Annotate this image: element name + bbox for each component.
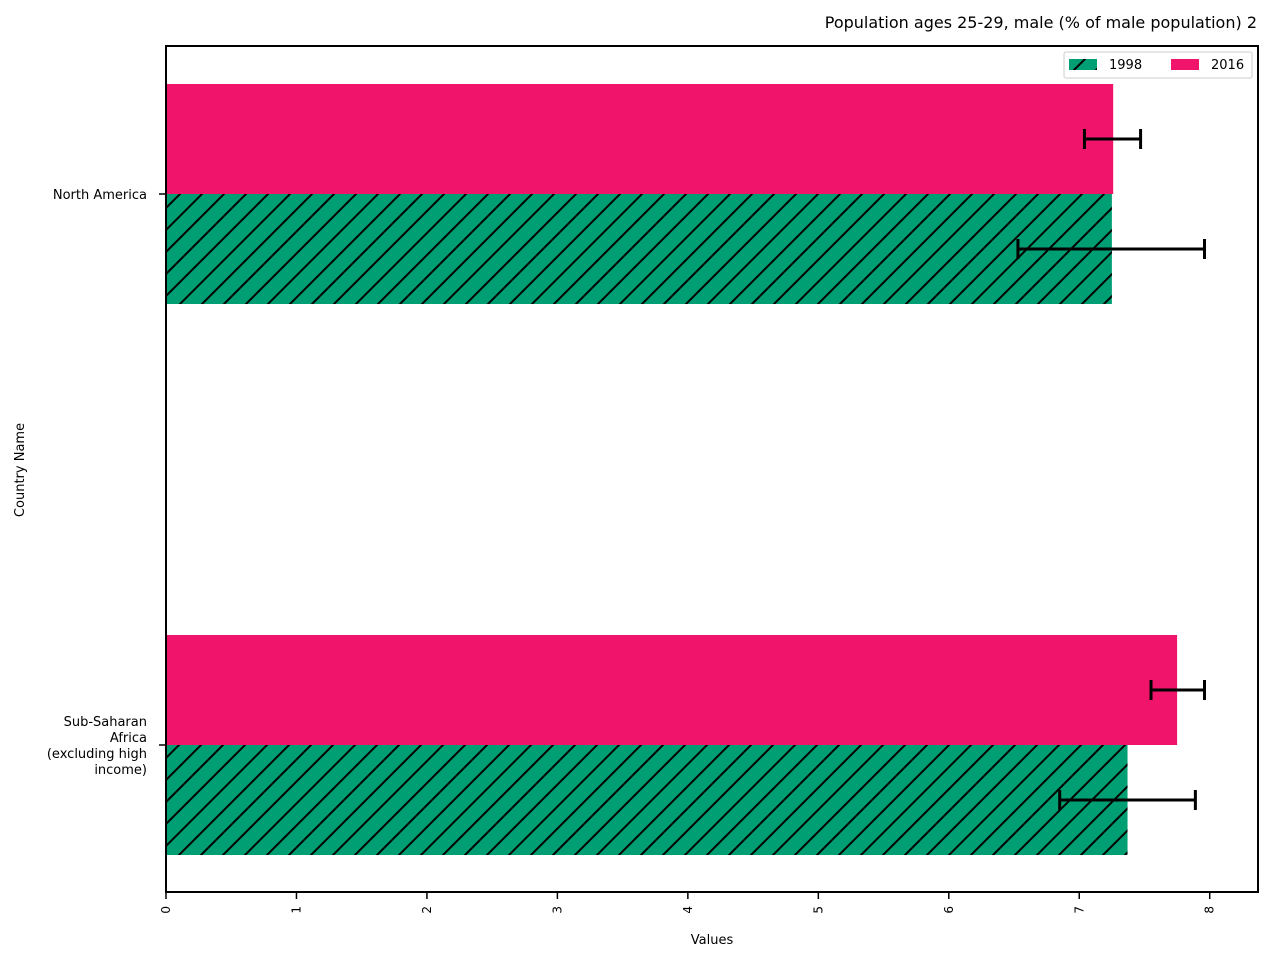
bars-group (166, 84, 1178, 855)
y-category-label-0-0: North America (53, 188, 147, 203)
chart-title: Population ages 25-29, male (% of male p… (825, 13, 1257, 32)
y-axis: North America Sub-SaharanAfrica(excluding… (47, 188, 166, 778)
bar-hatch-1998-1 (166, 745, 1128, 855)
y-category-label-1-3: income) (94, 763, 147, 778)
bar-hatch-1998-0 (166, 194, 1112, 304)
x-axis: 0 1 2 3 4 5 6 7 8 (159, 892, 1217, 914)
y-axis-label: Country Name (13, 423, 28, 517)
y-category-label-1-0: Sub-Saharan (64, 715, 147, 730)
x-tick-label-0: 0 (159, 906, 173, 914)
legend-swatch-hatch-1998 (1069, 59, 1097, 70)
bar-2016-1 (166, 635, 1178, 745)
legend-swatch-2016 (1171, 59, 1199, 70)
bar-2016-0 (166, 84, 1114, 194)
y-category-label-1-2: (excluding high (47, 747, 147, 762)
x-tick-label-2: 2 (420, 906, 434, 914)
y-category-label-1-1: Africa (110, 731, 147, 746)
legend: 1998 2016 (1063, 51, 1253, 79)
legend-label-1998: 1998 (1109, 58, 1142, 73)
x-tick-label-6: 6 (942, 906, 956, 914)
error-bars-group (1016, 129, 1207, 810)
x-tick-label-5: 5 (811, 906, 825, 914)
plot-area-frame (165, 45, 1259, 893)
x-tick-label-1: 1 (289, 906, 303, 914)
x-tick-label-3: 3 (550, 906, 564, 914)
legend-frame (1063, 51, 1253, 79)
x-tick-label-8: 8 (1203, 906, 1217, 914)
x-axis-label: Values (691, 933, 734, 948)
legend-label-2016: 2016 (1211, 58, 1244, 73)
x-tick-label-7: 7 (1072, 906, 1086, 914)
x-tick-label-4: 4 (681, 906, 695, 914)
